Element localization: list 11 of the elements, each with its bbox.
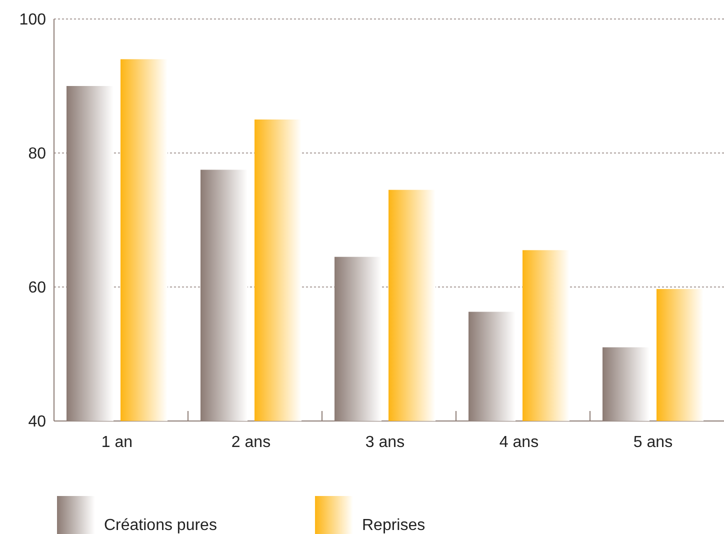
legend-label: Reprises bbox=[362, 517, 426, 534]
y-tick-label: 60 bbox=[28, 280, 46, 297]
x-tick-label: 4 ans bbox=[499, 434, 539, 451]
legend-label: Créations pures bbox=[104, 517, 217, 534]
y-tick-label: 80 bbox=[28, 146, 46, 163]
y-tick-label: 40 bbox=[28, 414, 46, 431]
x-tick-label: 3 ans bbox=[365, 434, 405, 451]
x-tick-label: 5 ans bbox=[633, 434, 673, 451]
x-tick-label: 1 an bbox=[101, 434, 133, 451]
y-tick-label: 100 bbox=[19, 12, 46, 29]
x-tick-label: 2 ans bbox=[231, 434, 271, 451]
